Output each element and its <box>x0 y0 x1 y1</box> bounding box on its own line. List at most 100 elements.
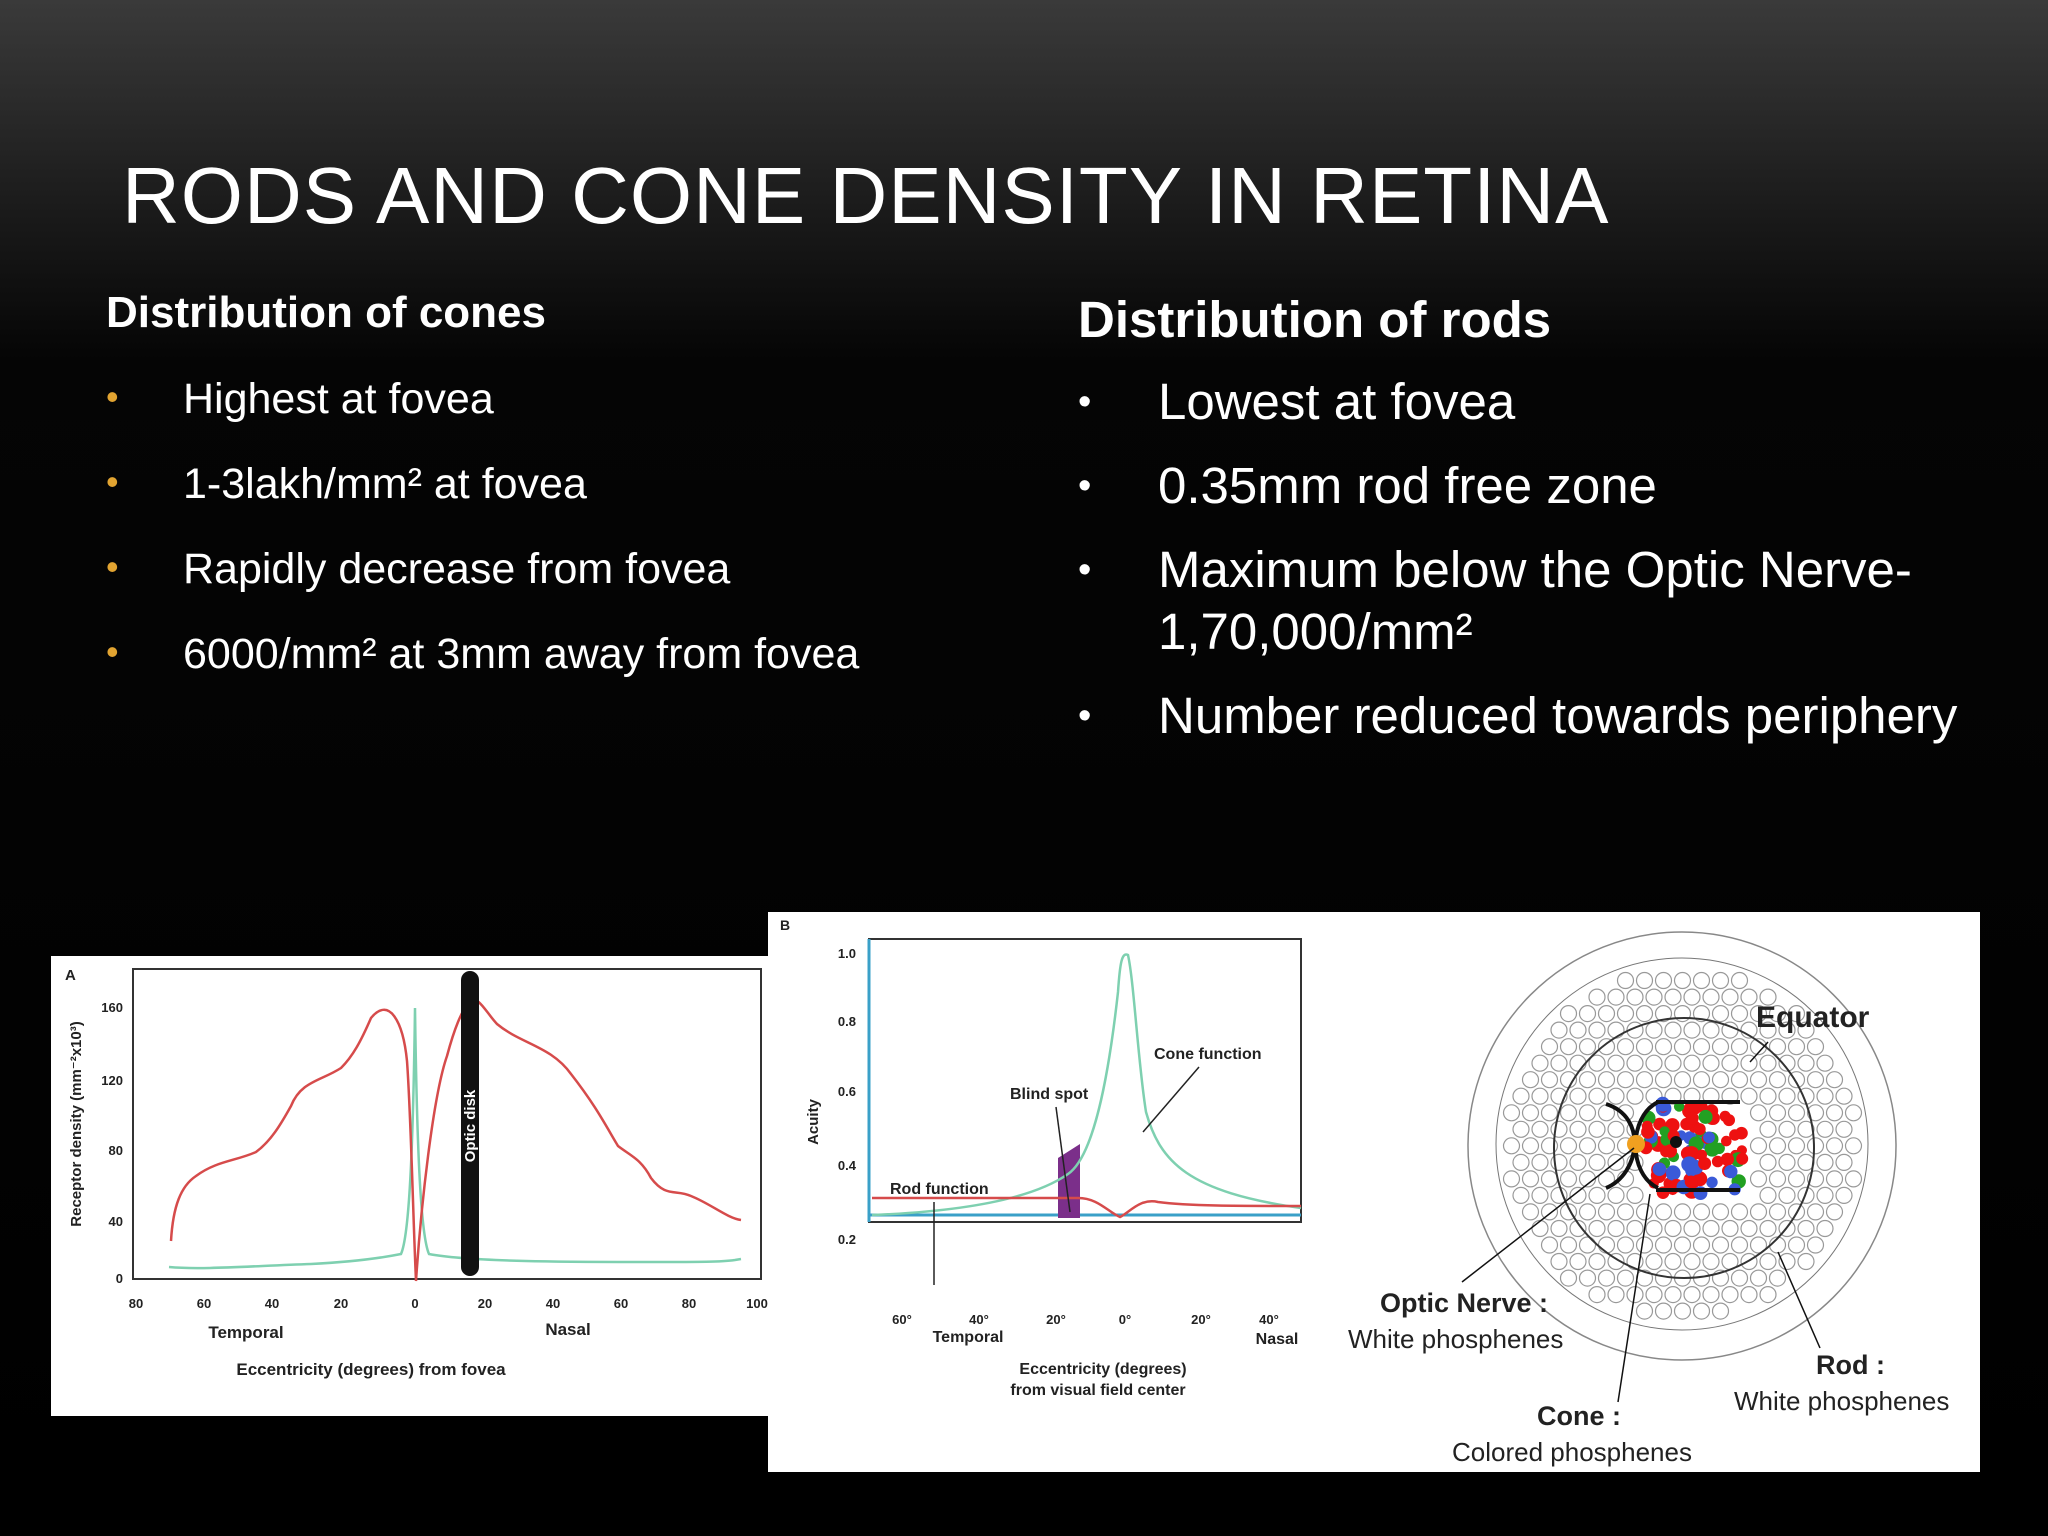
cone-cell <box>1698 1109 1713 1124</box>
rod-cell <box>1806 1203 1825 1221</box>
rod-cell <box>1692 1038 1711 1056</box>
rod-cell <box>1512 1087 1530 1105</box>
rod-cell <box>1550 1252 1568 1271</box>
rod-cell <box>1635 1302 1654 1320</box>
rod-cell <box>1559 1170 1578 1188</box>
rod-cell <box>1502 1104 1521 1122</box>
rod-cell <box>1588 1054 1606 1072</box>
rod-cell <box>1512 1120 1530 1138</box>
rod-cell <box>1569 1021 1587 1039</box>
rod-cell <box>1559 1137 1578 1155</box>
rod-cell <box>1664 988 1682 1006</box>
rod-cell <box>1759 1286 1777 1304</box>
rod-cell <box>1550 1219 1568 1238</box>
rod-cell <box>1616 1004 1635 1023</box>
list-item: • Highest at fovea <box>106 375 494 423</box>
bullet-icon: • <box>106 461 119 502</box>
rod-pointer <box>1777 1251 1821 1349</box>
rod-cell <box>1749 1071 1768 1089</box>
figure-a-xtick: 0 <box>411 1296 418 1311</box>
rod-cell <box>1768 1170 1787 1188</box>
optic-disk-bar <box>461 971 479 1276</box>
cone-cell <box>1659 1126 1670 1137</box>
rod-cell <box>1616 971 1635 990</box>
rod-cell <box>1806 1170 1825 1188</box>
rod-cell <box>1654 1038 1673 1056</box>
rod-cell <box>1607 1153 1625 1171</box>
list-item: • Lowest at fovea <box>1078 371 2008 433</box>
figure-a-nasal-label: Nasal <box>545 1320 590 1339</box>
figure-a-panel-label: A <box>65 967 76 984</box>
rod-cell <box>1806 1236 1825 1254</box>
rod-cell <box>1559 1269 1578 1287</box>
rod-field-boundary <box>1495 957 1869 1331</box>
figure-a-temporal-label: Temporal <box>208 1323 283 1342</box>
rod-cell <box>1512 1153 1530 1171</box>
rod-cell <box>1835 1087 1853 1105</box>
optic-nerve-pointer <box>1461 1147 1635 1283</box>
rod-cell <box>1768 1038 1787 1056</box>
figure-a-xlabel: Eccentricity (degrees) from fovea <box>236 1360 506 1379</box>
rod-cell <box>1740 1054 1758 1072</box>
figure-a-xtick: 80 <box>129 1296 143 1311</box>
list-item: • 6000/mm² at 3mm away from fovea <box>106 630 860 678</box>
rod-cell <box>1749 1137 1768 1155</box>
blind-spot-pointer <box>1055 1106 1071 1213</box>
rod-cell <box>1673 971 1692 990</box>
rod-cell <box>1730 1236 1749 1254</box>
rod-cell <box>1825 1203 1844 1221</box>
cone-function-label: Cone function <box>1154 1046 1262 1063</box>
rods-heading: Distribution of rods <box>1078 291 1552 348</box>
figure-a-plot-frame <box>132 968 762 1280</box>
rod-cell <box>1559 1236 1578 1254</box>
slide-title: RODS AND CONE DENSITY IN RETINA <box>122 151 1610 240</box>
rod-cell <box>1768 1137 1787 1155</box>
retina-outer-circle <box>1467 931 1897 1361</box>
rod-cell <box>1569 1087 1587 1105</box>
rod-cell <box>1521 1170 1540 1188</box>
rod-cell <box>1778 1219 1796 1238</box>
rod-cell <box>1588 1186 1606 1204</box>
rod-cell <box>1550 1021 1568 1039</box>
rod-cell <box>1664 1286 1682 1304</box>
rod-cell <box>1597 1236 1616 1254</box>
cone-cell <box>1713 1142 1725 1154</box>
bullet-icon: • <box>1078 549 1092 591</box>
rod-cell <box>1597 1269 1616 1287</box>
cone-sub: Colored phosphenes <box>1452 1437 1692 1467</box>
rod-cell <box>1778 1120 1796 1138</box>
rod-cell <box>1683 1219 1701 1238</box>
rod-cell <box>1683 1252 1701 1271</box>
rod-cell <box>1740 1219 1758 1238</box>
rod-cell <box>1787 1038 1806 1056</box>
rod-cell <box>1540 1104 1559 1122</box>
rod-cells <box>1502 971 1863 1320</box>
cones-heading: Distribution of cones <box>106 288 546 337</box>
rod-cell <box>1597 1004 1616 1023</box>
rod-cell <box>1550 1120 1568 1138</box>
rod-cell <box>1721 1054 1739 1072</box>
rod-cell <box>1702 1219 1720 1238</box>
rod-cell <box>1749 1203 1768 1221</box>
figure-b-panel-label: B <box>780 917 790 933</box>
rod-cell <box>1740 1087 1758 1105</box>
rod-cell <box>1825 1170 1844 1188</box>
cone-cell <box>1706 1176 1718 1188</box>
rod-cell <box>1711 1203 1730 1221</box>
rod-cell <box>1664 1087 1682 1105</box>
rod-cell <box>1816 1087 1834 1105</box>
rod-cell <box>1645 1054 1663 1072</box>
rod-cell <box>1540 1170 1559 1188</box>
rod-cell <box>1797 1021 1815 1039</box>
rod-cell <box>1768 1004 1787 1023</box>
equator-circle <box>1553 1017 1815 1279</box>
cone-pointer <box>1617 1193 1651 1403</box>
figure-b-ytick: 0.4 <box>838 1158 857 1173</box>
rod-cell <box>1588 988 1606 1006</box>
rod-cell <box>1578 1269 1597 1287</box>
figure-b-ytick: 0.8 <box>838 1014 856 1029</box>
rod-cell <box>1626 1219 1644 1238</box>
rod-cell <box>1759 988 1777 1006</box>
figure-b-temporal-label: Temporal <box>933 1329 1004 1346</box>
equator-pointer <box>1749 1041 1769 1063</box>
